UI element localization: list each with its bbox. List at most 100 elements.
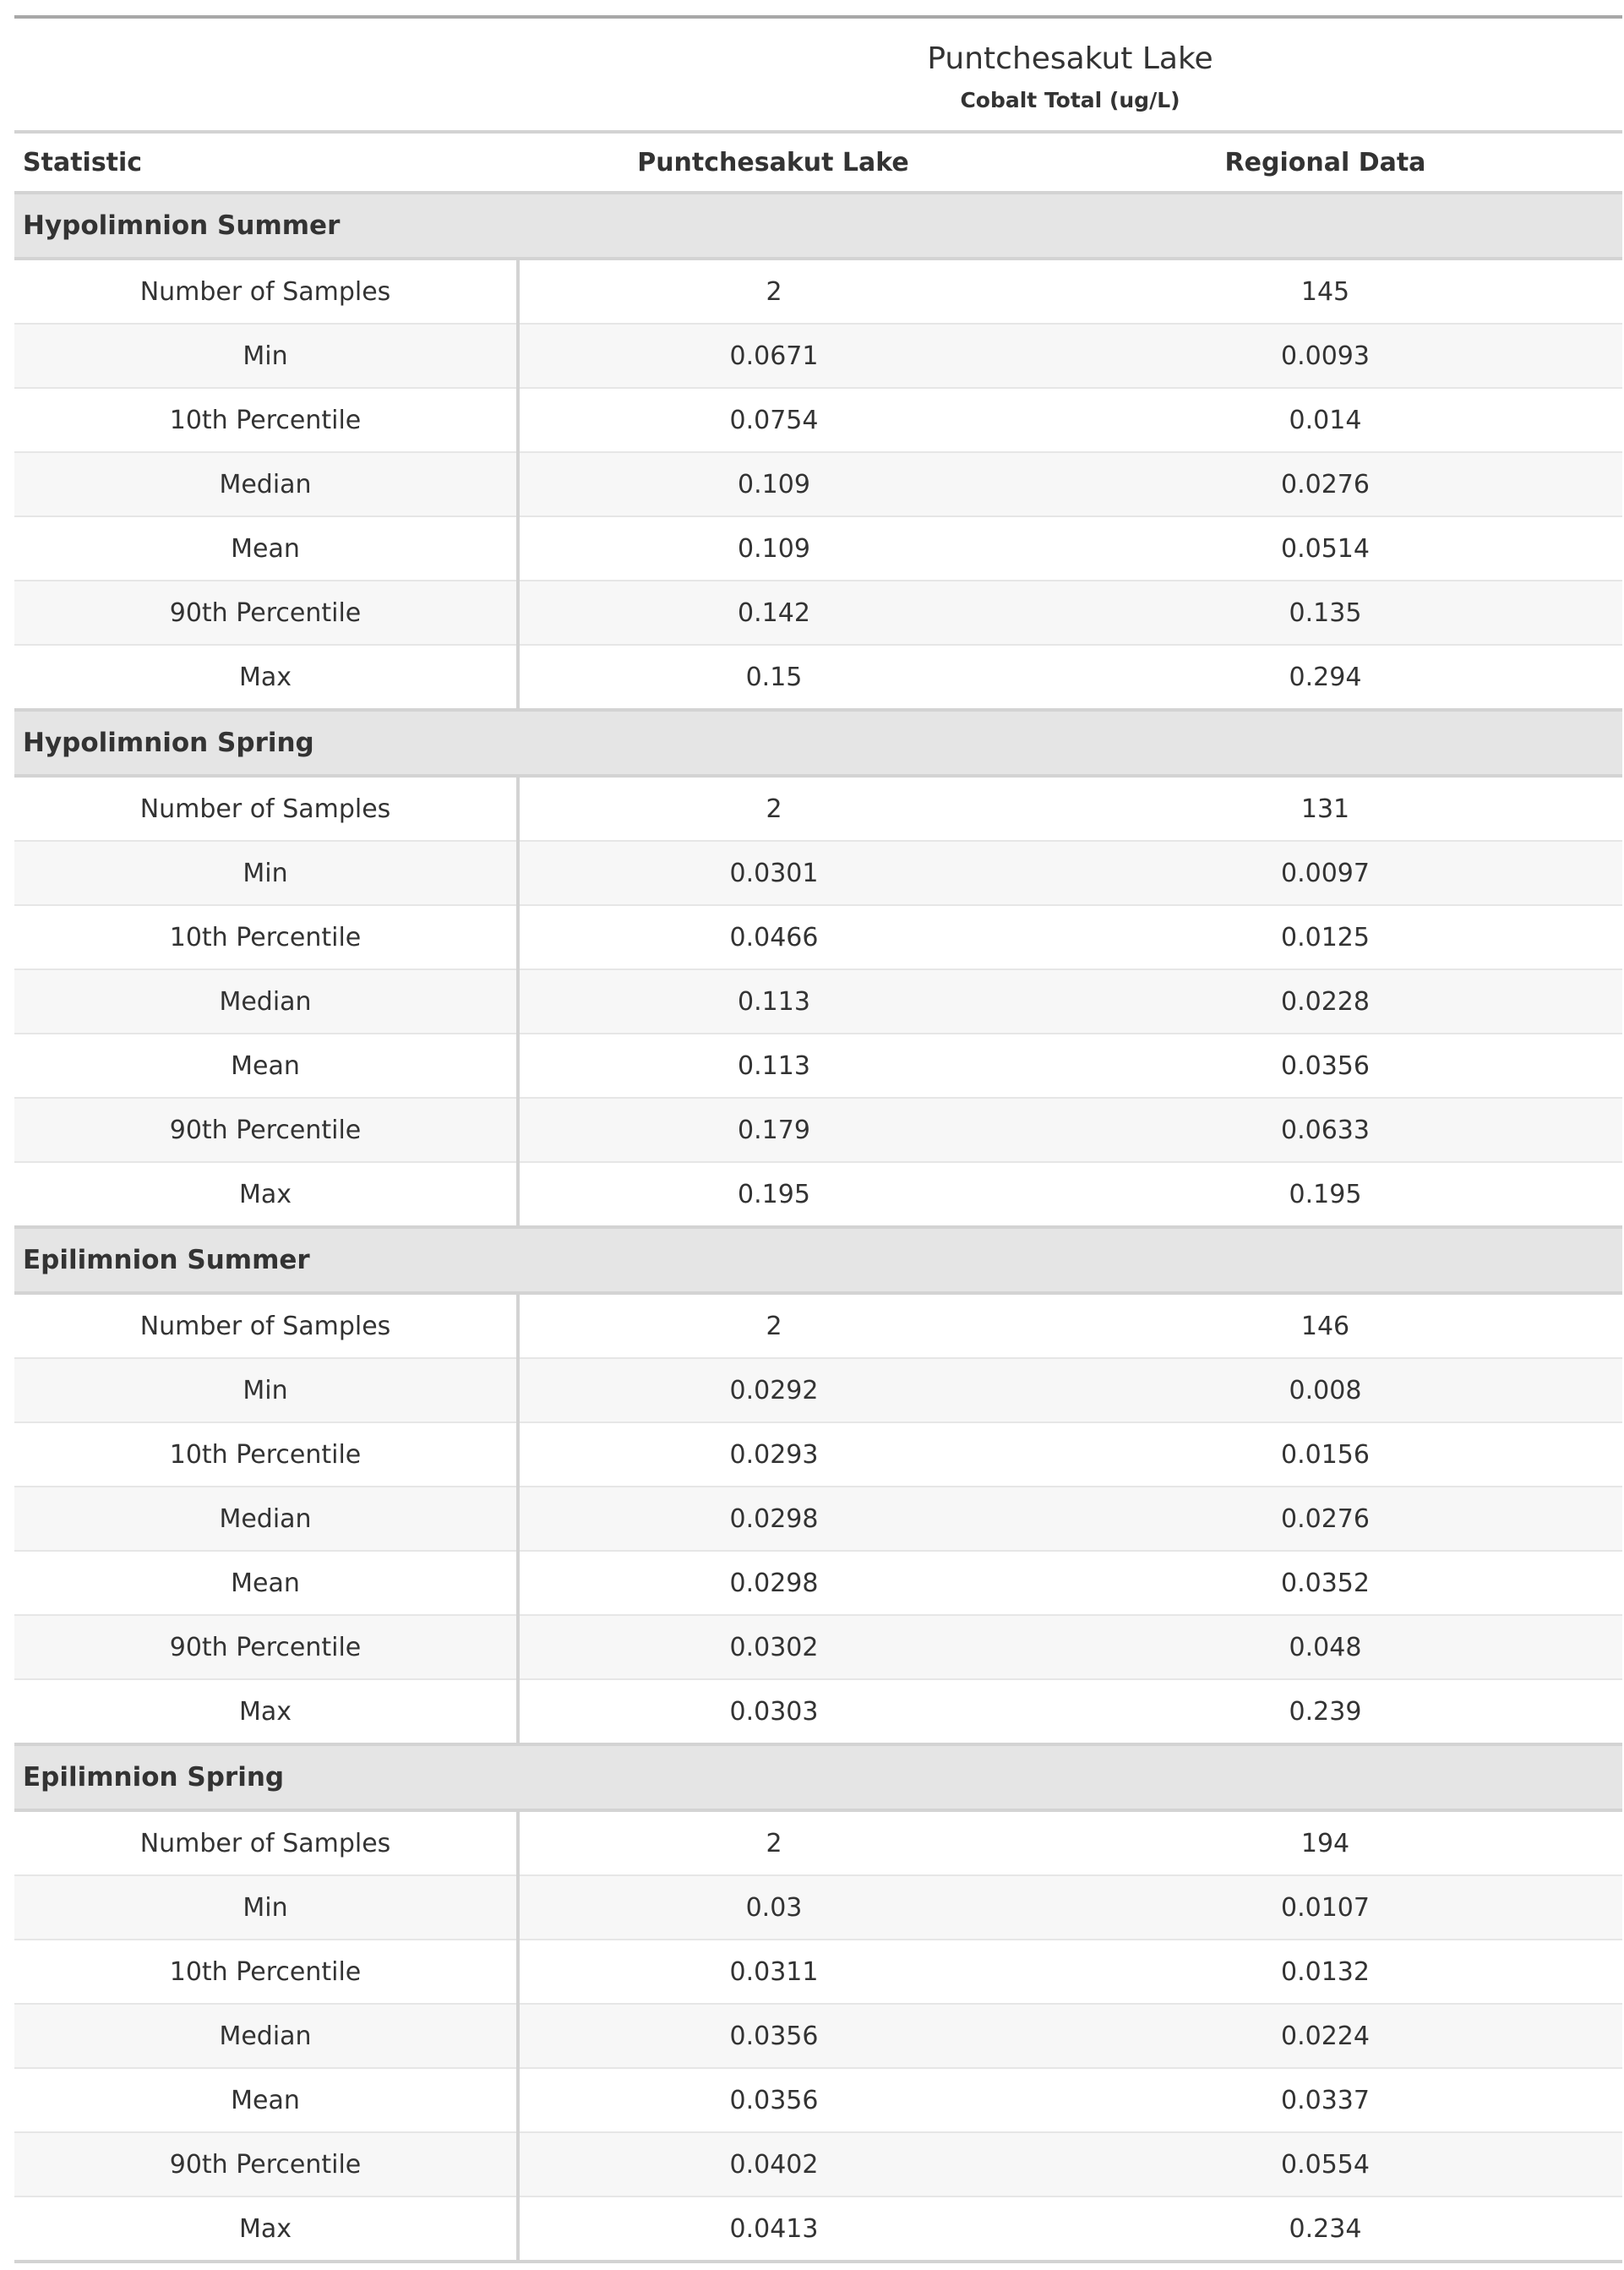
group-header-row: Epilimnion Spring <box>14 1743 1622 1812</box>
table-subtitle: Cobalt Total (ug/L) <box>960 88 1180 112</box>
statistic-cell: 90th Percentile <box>14 1614 520 1679</box>
regional-value-cell: 194 <box>1300 1828 1350 1858</box>
regional-value-cell: 0.0276 <box>1028 451 1622 516</box>
lake-value-cell: 0.0311 <box>518 1939 1028 2004</box>
statistic-cell: 10th Percentile <box>14 1421 520 1487</box>
regional-value-cell: 146 <box>1300 1311 1350 1341</box>
table-row: Min 0.0671 0.0093 <box>14 323 1622 388</box>
group-label: Epilimnion Spring <box>14 1743 1622 1812</box>
table-row: 10th Percentile 0.0754 0.014 <box>14 387 1622 452</box>
table-subtitle-cell: Cobalt Total (ug/L) <box>518 81 1622 134</box>
regional-value-cell: 0.0125 <box>1028 904 1622 969</box>
regional-value-cell: 0.195 <box>1028 1161 1622 1229</box>
lake-value-cell: 0.179 <box>518 1097 1028 1162</box>
regional-value-cell: 0.0132 <box>1028 1939 1622 2004</box>
regional-value-cell: 0.0107 <box>1028 1874 1622 1940</box>
regional-value-cell: 0.0097 <box>1028 840 1622 905</box>
lake-value-cell: 0.0303 <box>518 1678 1028 1746</box>
regional-value-cell: 0.0156 <box>1028 1421 1622 1487</box>
table-row: 10th Percentile 0.0311 0.0132 <box>14 1939 1622 2004</box>
statistic-cell: Mean <box>14 1033 520 1098</box>
lake-value-cell: 0.0293 <box>518 1421 1028 1487</box>
table-row: Median 0.109 0.0276 <box>14 451 1622 516</box>
statistic-cell: Number of Samples <box>14 1293 520 1358</box>
table-row: Mean 0.109 0.0514 <box>14 516 1622 581</box>
lake-value-cell: 0.0413 <box>518 2196 1028 2263</box>
statistic-cell: Mean <box>14 516 520 581</box>
regional-value-cell: 0.0224 <box>1028 2003 1622 2068</box>
lake-value-cell: 2 <box>766 1311 782 1341</box>
table-row: Mean 0.0298 0.0352 <box>14 1550 1622 1615</box>
lake-value-cell: 2 <box>766 276 782 307</box>
statistic-cell: Number of Samples <box>14 259 520 324</box>
regional-value-cell: 0.0228 <box>1028 969 1622 1034</box>
regional-value-cell: 0.0276 <box>1028 1486 1622 1551</box>
statistic-cell: Number of Samples <box>14 776 520 841</box>
lake-value-cell: 0.0298 <box>518 1550 1028 1615</box>
group-header-row: Hypolimnion Summer <box>14 191 1622 260</box>
table-row: 90th Percentile 0.0402 0.0554 <box>14 2131 1622 2196</box>
statistic-cell: Min <box>14 323 520 388</box>
group-label: Epilimnion Summer <box>14 1225 1622 1295</box>
statistic-cell: Min <box>14 840 520 905</box>
table-row: Number of Samples 2 146 <box>14 1293 1622 1358</box>
statistic-cell: Max <box>14 1678 520 1746</box>
regional-value-cell: 0.0633 <box>1028 1097 1622 1162</box>
table-row: Mean 0.0356 0.0337 <box>14 2067 1622 2132</box>
column-header-statistic: Statistic <box>14 132 518 194</box>
table-row: 90th Percentile 0.179 0.0633 <box>14 1097 1622 1162</box>
table-row: Number of Samples 2 194 <box>14 1810 1622 1875</box>
lake-value-cell: 0.0466 <box>518 904 1028 969</box>
group-label: Hypolimnion Spring <box>14 708 1622 778</box>
statistic-cell: Median <box>14 2003 520 2068</box>
statistic-cell: Max <box>14 2196 520 2263</box>
lake-value-cell: 0.0402 <box>518 2131 1028 2196</box>
lake-value-cell: 0.0301 <box>518 840 1028 905</box>
table-row: Min 0.03 0.0107 <box>14 1874 1622 1940</box>
regional-value-cell: 0.014 <box>1028 387 1622 452</box>
regional-value-cell: 0.0356 <box>1028 1033 1622 1098</box>
group-header-row: Hypolimnion Spring <box>14 708 1622 778</box>
table-title-cell: Puntchesakut Lake <box>518 15 1622 81</box>
regional-value-cell: 0.135 <box>1028 580 1622 645</box>
lake-value-cell: 0.109 <box>518 516 1028 581</box>
statistic-cell: Median <box>14 1486 520 1551</box>
lake-value-cell: 0.195 <box>518 1161 1028 1229</box>
table-row: Median 0.0356 0.0224 <box>14 2003 1622 2068</box>
regional-value-cell: 0.008 <box>1028 1357 1622 1422</box>
table-row: Median 0.0298 0.0276 <box>14 1486 1622 1551</box>
column-header-lake: Puntchesakut Lake <box>518 132 1028 194</box>
regional-value-cell: 0.234 <box>1028 2196 1622 2263</box>
table-row: 10th Percentile 0.0466 0.0125 <box>14 904 1622 969</box>
lake-value-cell: 0.0754 <box>518 387 1028 452</box>
statistic-cell: Max <box>14 644 520 712</box>
column-header-regional: Regional Data <box>1028 132 1622 194</box>
stats-table: Puntchesakut Lake Cobalt Total (ug/L) St… <box>14 15 1622 2263</box>
statistic-cell: Median <box>14 969 520 1034</box>
regional-value-cell: 0.0337 <box>1028 2067 1622 2132</box>
table-row: Median 0.113 0.0228 <box>14 969 1622 1034</box>
table-row: Max 0.0303 0.239 <box>14 1678 1622 1746</box>
statistic-cell: Max <box>14 1161 520 1229</box>
lake-value-cell: 0.0356 <box>518 2003 1028 2068</box>
table-row: Number of Samples 2 145 <box>14 259 1622 324</box>
lake-value-cell: 0.15 <box>518 644 1028 712</box>
statistic-cell: 10th Percentile <box>14 904 520 969</box>
lake-value-cell: 0.142 <box>518 580 1028 645</box>
regional-value-cell: 0.0093 <box>1028 323 1622 388</box>
lake-value-cell: 0.113 <box>518 1033 1028 1098</box>
regional-value-cell: 0.239 <box>1028 1678 1622 1746</box>
table-row: Number of Samples 2 131 <box>14 776 1622 841</box>
statistic-cell: Min <box>14 1357 520 1422</box>
statistic-cell: Median <box>14 451 520 516</box>
lake-value-cell: 0.03 <box>518 1874 1028 1940</box>
lake-value-cell: 2 <box>766 1828 782 1858</box>
lake-value-cell: 0.0298 <box>518 1486 1028 1551</box>
regional-value-cell: 145 <box>1300 276 1350 307</box>
table-row: Mean 0.113 0.0356 <box>14 1033 1622 1098</box>
table-row: Max 0.15 0.294 <box>14 644 1622 712</box>
lake-value-cell: 0.0671 <box>518 323 1028 388</box>
regional-value-cell: 0.294 <box>1028 644 1622 712</box>
regional-value-cell: 0.0514 <box>1028 516 1622 581</box>
table-row: 90th Percentile 0.142 0.135 <box>14 580 1622 645</box>
